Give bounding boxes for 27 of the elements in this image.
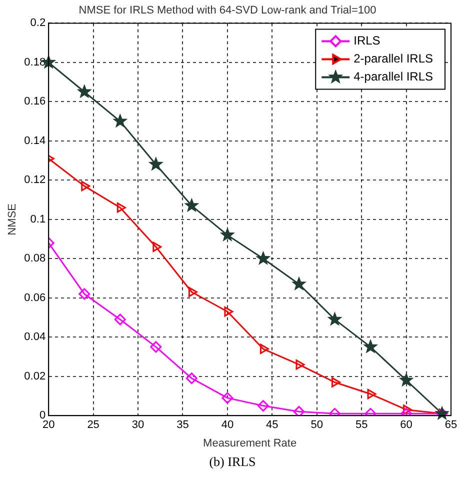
- y-tick-label: 0.1: [30, 213, 46, 226]
- legend-label: 2-parallel IRLS: [354, 52, 434, 66]
- x-tick-label: 25: [87, 419, 100, 432]
- y-tick-label: 0.12: [24, 174, 46, 186]
- chart-title: NMSE for IRLS Method with 64-SVD Low-rank and Trial=100: [78, 4, 376, 17]
- y-tick-label: 0.02: [24, 370, 46, 382]
- y-tick-label: 0.04: [24, 331, 46, 344]
- x-tick-label: 60: [400, 419, 412, 432]
- x-tick-label: 40: [221, 419, 234, 432]
- x-tick-label: 55: [355, 419, 368, 432]
- y-tick-label: 0.14: [24, 134, 46, 147]
- x-axis-title: Measurement Rate: [203, 437, 297, 450]
- y-tick-label: 0.2: [30, 17, 46, 30]
- y-tick-label: 0.06: [24, 292, 46, 304]
- y-tick-label: 0.16: [24, 96, 46, 108]
- x-tick-label: 20: [42, 419, 55, 432]
- y-tick-label: 0.18: [24, 56, 46, 68]
- y-tick-label: 0.08: [24, 252, 46, 265]
- x-tick-label: 50: [310, 419, 323, 432]
- x-tick-label: 30: [132, 419, 144, 432]
- text: (b) IRLS: [208, 454, 257, 470]
- x-tick-label: 45: [266, 419, 278, 432]
- legend-label: 4-parallel IRLS: [354, 70, 434, 84]
- x-tick-label: 65: [444, 419, 458, 432]
- y-axis-title: NMSE: [6, 204, 19, 236]
- legend-label: IRLS: [354, 34, 380, 48]
- x-tick-label: 35: [176, 419, 189, 432]
